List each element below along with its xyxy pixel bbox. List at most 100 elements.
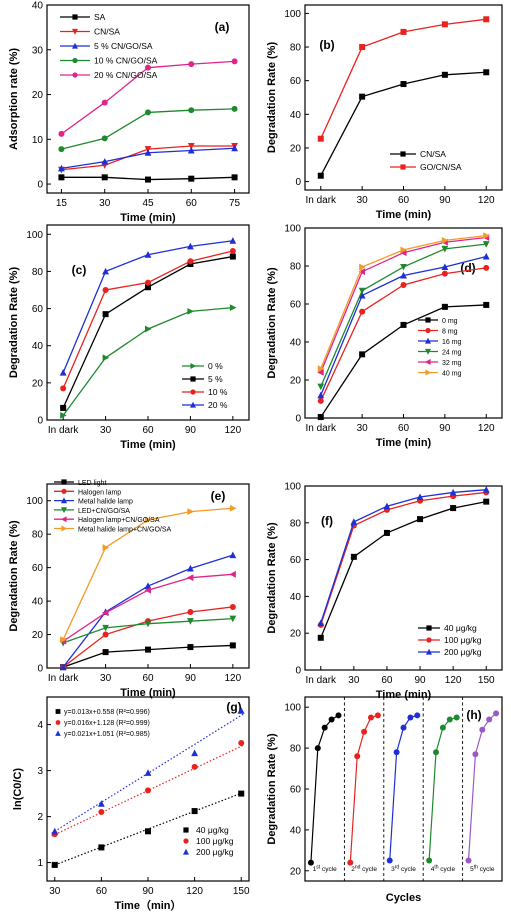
data-point xyxy=(237,707,245,714)
data-point xyxy=(58,146,65,153)
x-axis-label: Time（min） xyxy=(114,899,181,912)
data-point xyxy=(483,301,490,308)
y-tick-label: 80 xyxy=(290,262,302,273)
data-point xyxy=(321,724,328,731)
data-point xyxy=(358,287,366,295)
data-point xyxy=(317,391,325,399)
y-tick-label: 100 xyxy=(284,482,301,493)
legend-marker xyxy=(400,151,406,157)
x-tick-label: 30 xyxy=(100,673,112,684)
y-tick-label: 80 xyxy=(32,267,44,278)
data-point xyxy=(145,176,151,183)
x-tick-label: 45 xyxy=(142,198,154,209)
data-point xyxy=(359,308,366,315)
data-point xyxy=(317,365,325,372)
y-tick-label: 100 xyxy=(284,9,301,20)
y-tick-label: 60 xyxy=(290,76,302,87)
legend-marker xyxy=(61,488,67,494)
y-tick-label: 100 xyxy=(26,496,43,507)
data-point xyxy=(191,808,198,815)
legend-label: Metal halide lamp+CN/GO/SA xyxy=(78,527,172,534)
y-tick-label: 0 xyxy=(295,177,301,188)
data-point xyxy=(229,603,236,610)
data-point xyxy=(102,267,109,275)
legend-label: CN/SA xyxy=(420,149,446,159)
fit-line xyxy=(51,791,245,867)
data-point xyxy=(231,144,238,152)
data-point xyxy=(60,636,67,643)
data-point xyxy=(482,241,490,248)
panel-g: 1 2 3 4 30 60 90 120 150 Time（min） ln(C0/C) (g) 40 μ… xyxy=(12,696,250,912)
x-tick-label: 90 xyxy=(185,673,197,684)
legend-label: 200 μg/kg xyxy=(444,647,482,657)
data-point xyxy=(144,620,152,628)
y-tick-label: 0 xyxy=(295,414,301,425)
data-point xyxy=(354,753,361,760)
series-line xyxy=(389,714,418,861)
x-axis-label: Time (min) xyxy=(376,689,432,701)
y-tick-label: 0 xyxy=(37,664,43,675)
data-point xyxy=(393,749,400,756)
legend-label: 24 mg xyxy=(442,350,462,357)
cycle-label: 3rd cycle xyxy=(391,865,416,874)
data-point xyxy=(59,369,67,376)
y-tick-label: 80 xyxy=(290,43,302,54)
data-point xyxy=(51,861,58,868)
data-point xyxy=(446,716,453,723)
plot-frame xyxy=(304,485,503,671)
data-point xyxy=(238,740,245,746)
data-point xyxy=(400,81,407,88)
y-tick-label: 20 xyxy=(290,143,302,154)
data-point xyxy=(102,311,109,318)
data-point xyxy=(486,716,493,723)
data-point xyxy=(400,28,407,35)
legend-label: 32 mg xyxy=(442,360,462,367)
cycle-number: 5 xyxy=(470,866,474,873)
data-point xyxy=(441,21,448,28)
cycle-number: 2 xyxy=(351,866,355,873)
legend-marker xyxy=(72,72,78,78)
legend-marker xyxy=(425,327,431,334)
data-point xyxy=(145,325,152,333)
data-point xyxy=(416,493,424,501)
y-tick-label: 20 xyxy=(32,378,44,389)
data-point xyxy=(374,712,381,719)
cycle-word: cycle xyxy=(320,866,337,873)
y-tick-label: 20 xyxy=(32,630,44,641)
x-tick-label: In dark xyxy=(305,195,337,206)
data-point xyxy=(359,263,366,271)
data-point xyxy=(400,263,407,271)
y-tick-label: 100 xyxy=(284,703,301,714)
y-tick-label: 0 xyxy=(37,180,43,191)
panel-label: (g) xyxy=(226,700,241,714)
data-point xyxy=(307,859,314,866)
data-point xyxy=(400,282,407,288)
legend-label: LED+CN/GO/SA xyxy=(78,508,130,515)
data-point xyxy=(145,284,151,291)
data-point xyxy=(426,857,433,864)
x-tick-label: 150 xyxy=(233,886,250,897)
y-axis-label: Degradation Rate (%) xyxy=(8,267,20,379)
data-point xyxy=(98,844,105,851)
legend-label: SA xyxy=(94,12,106,22)
data-point xyxy=(328,716,335,723)
legend-label: Halogen lamp+CN/GO/SA xyxy=(78,517,160,524)
panel-e: 0 20 40 60 80 100 In dark 30 60 90 120 Time (min) De… xyxy=(8,479,250,699)
x-axis-label: Cycles xyxy=(386,892,421,904)
legend-label: 20 % CN/GO/SA xyxy=(94,70,158,80)
legend-label: 0 mg xyxy=(442,318,458,325)
data-point xyxy=(102,354,110,362)
data-point xyxy=(187,307,195,315)
data-point xyxy=(450,505,457,512)
y-tick-label: 4 xyxy=(37,720,43,731)
data-point xyxy=(188,175,195,182)
equation-label: y=0.021x+1.051 (R²=0.985) xyxy=(64,731,150,738)
data-point xyxy=(101,609,109,617)
cycle-label: 4th cycle xyxy=(431,865,456,874)
data-point xyxy=(359,93,366,100)
data-point xyxy=(58,174,65,181)
y-axis-label: Degradation Rate (%) xyxy=(8,520,20,632)
x-tick-label: 150 xyxy=(478,675,495,686)
data-point xyxy=(317,619,325,627)
